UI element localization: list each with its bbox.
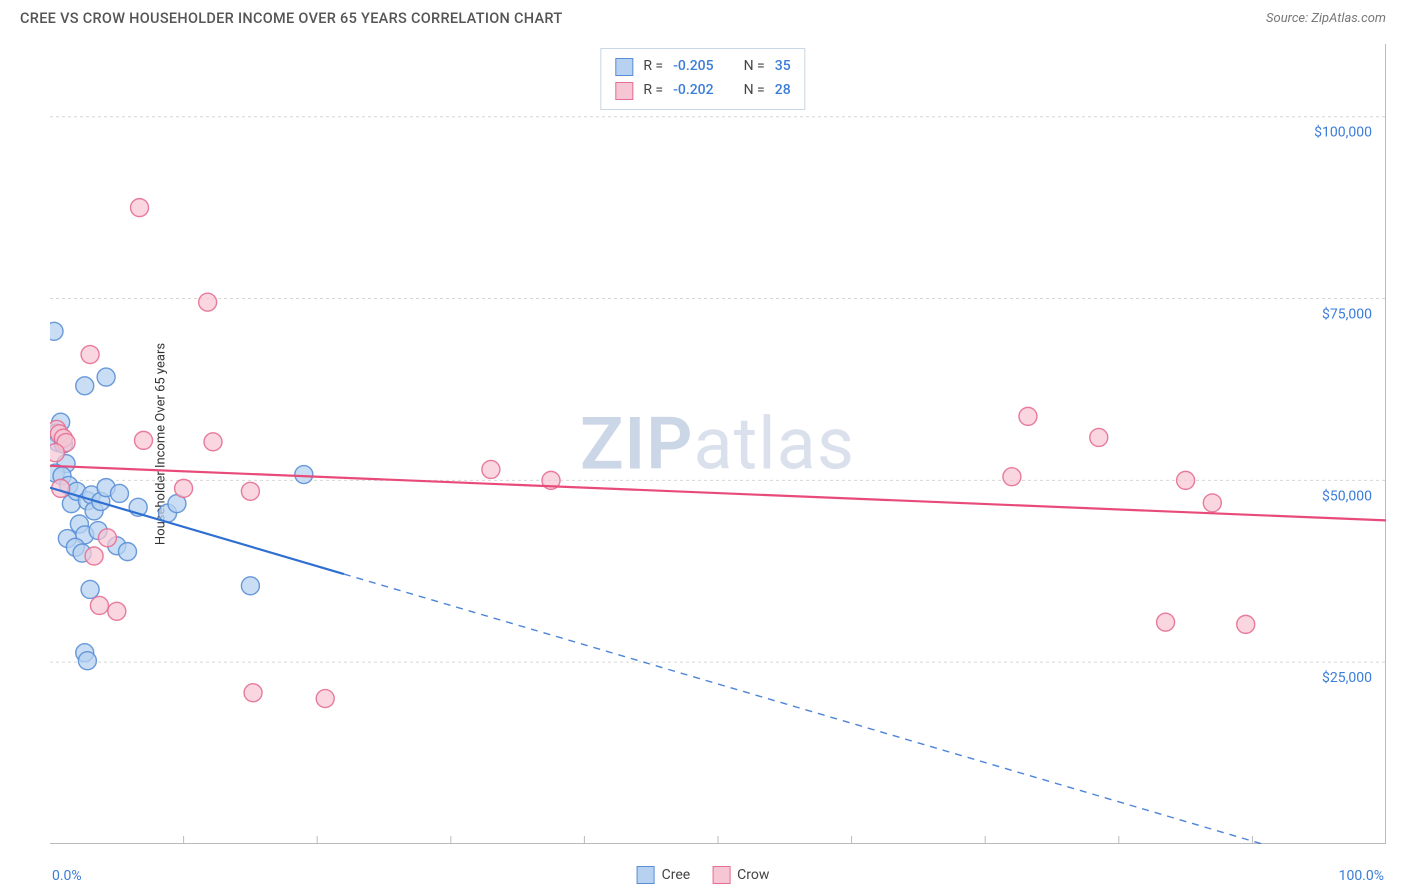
r-value: -0.202: [673, 79, 713, 103]
svg-text:$50,000: $50,000: [1322, 487, 1372, 504]
series-legend-item: Crow: [712, 866, 769, 884]
svg-text:$100,000: $100,000: [1314, 124, 1372, 141]
legend-swatch: [637, 866, 655, 884]
series-legend-item: Cree: [637, 866, 691, 884]
legend-row: R = -0.205 N = 35: [615, 55, 790, 79]
n-value: 35: [775, 55, 791, 79]
n-label: N =: [744, 79, 765, 103]
legend-swatch: [712, 866, 730, 884]
chart-title: CREE VS CROW HOUSEHOLDER INCOME OVER 65 …: [20, 10, 563, 27]
chart-area: Householder Income Over 65 years ZIPatla…: [50, 44, 1386, 844]
x-axis-min-label: 0.0%: [52, 868, 82, 884]
series-label: Cree: [662, 867, 691, 883]
x-axis-max-label: 100.0%: [1339, 868, 1384, 884]
n-value: 28: [775, 79, 791, 103]
r-value: -0.205: [673, 55, 713, 79]
n-label: N =: [744, 55, 765, 79]
svg-text:$25,000: $25,000: [1322, 669, 1372, 686]
correlation-legend: R = -0.205 N = 35 R = -0.202 N = 28: [600, 48, 805, 110]
series-label: Crow: [737, 867, 769, 883]
r-label: R =: [643, 79, 663, 103]
legend-row: R = -0.202 N = 28: [615, 79, 790, 103]
svg-text:$75,000: $75,000: [1322, 306, 1372, 323]
source-label: Source: ZipAtlas.com: [1266, 11, 1386, 26]
chart-svg: $25,000 $50,000 $75,000 $100,000: [50, 44, 1386, 844]
legend-swatch: [615, 58, 633, 76]
series-legend: Cree Crow: [637, 866, 770, 884]
r-label: R =: [643, 55, 663, 79]
legend-swatch: [615, 82, 633, 100]
